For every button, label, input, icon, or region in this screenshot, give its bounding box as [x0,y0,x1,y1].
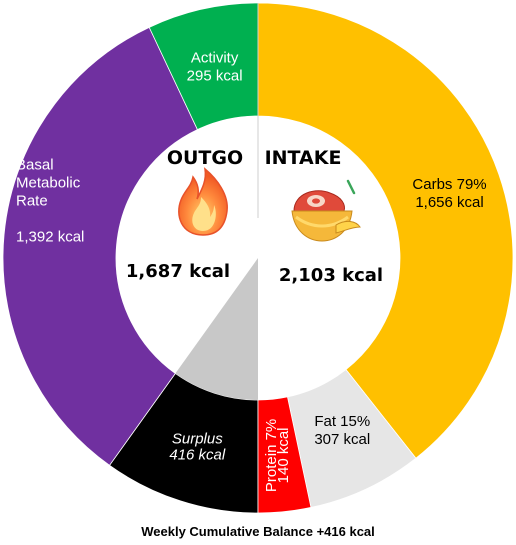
label-bmr-line-1: Metabolic [16,174,81,191]
intake-total: 2,103 kcal [279,265,383,286]
label-fat-line-1: 307 kcal [314,431,370,448]
segment-protein [257,396,312,514]
intake-heading: INTAKE [265,147,342,169]
label-fat: Fat 15% 307 kcal [314,413,370,448]
label-protein-line-0: Protein 7% [263,419,280,492]
outgo-heading: OUTGO [167,147,243,169]
label-carbs-line-1: 1,656 kcal [415,194,483,211]
label-surplus-line-1: 416 kcal [169,447,226,464]
label-activity-line-1: 295 kcal [187,68,243,85]
surplus-wedge [175,258,258,400]
label-bmr-line-0: Basal [16,156,54,173]
labels-layer: Surplus 416 kcal Basal Metabolic Rate 1,392 k… [16,50,487,493]
label-fat-line-0: Fat 15% [314,413,370,430]
label-carbs-line-0: Carbs 79% [412,176,486,193]
label-activity-line-0: Activity [191,50,239,67]
fire-icon [178,167,228,236]
label-bmr-line-2: Rate [16,192,48,209]
label-surplus: Surplus 416 kcal [169,431,226,464]
label-bmr: Basal Metabolic Rate 1,392 kcal [16,156,84,245]
label-carbs: Carbs 79% 1,656 kcal [412,176,486,211]
food-bowl-icon [291,179,361,242]
label-protein-line-1: 140 kcal [275,427,292,483]
segments-layer [2,2,514,514]
label-protein: Protein 7%140 kcal [263,419,292,492]
label-activity: Activity 295 kcal [187,50,243,85]
label-surplus-line-0: Surplus [172,431,223,448]
outgo-total: 1,687 kcal [126,261,230,282]
segment-carbs [257,2,514,459]
segment-bmr [2,26,198,466]
label-bmr-line-4: 1,392 kcal [16,228,84,245]
footer-balance: Weekly Cumulative Balance +416 kcal [141,524,375,539]
